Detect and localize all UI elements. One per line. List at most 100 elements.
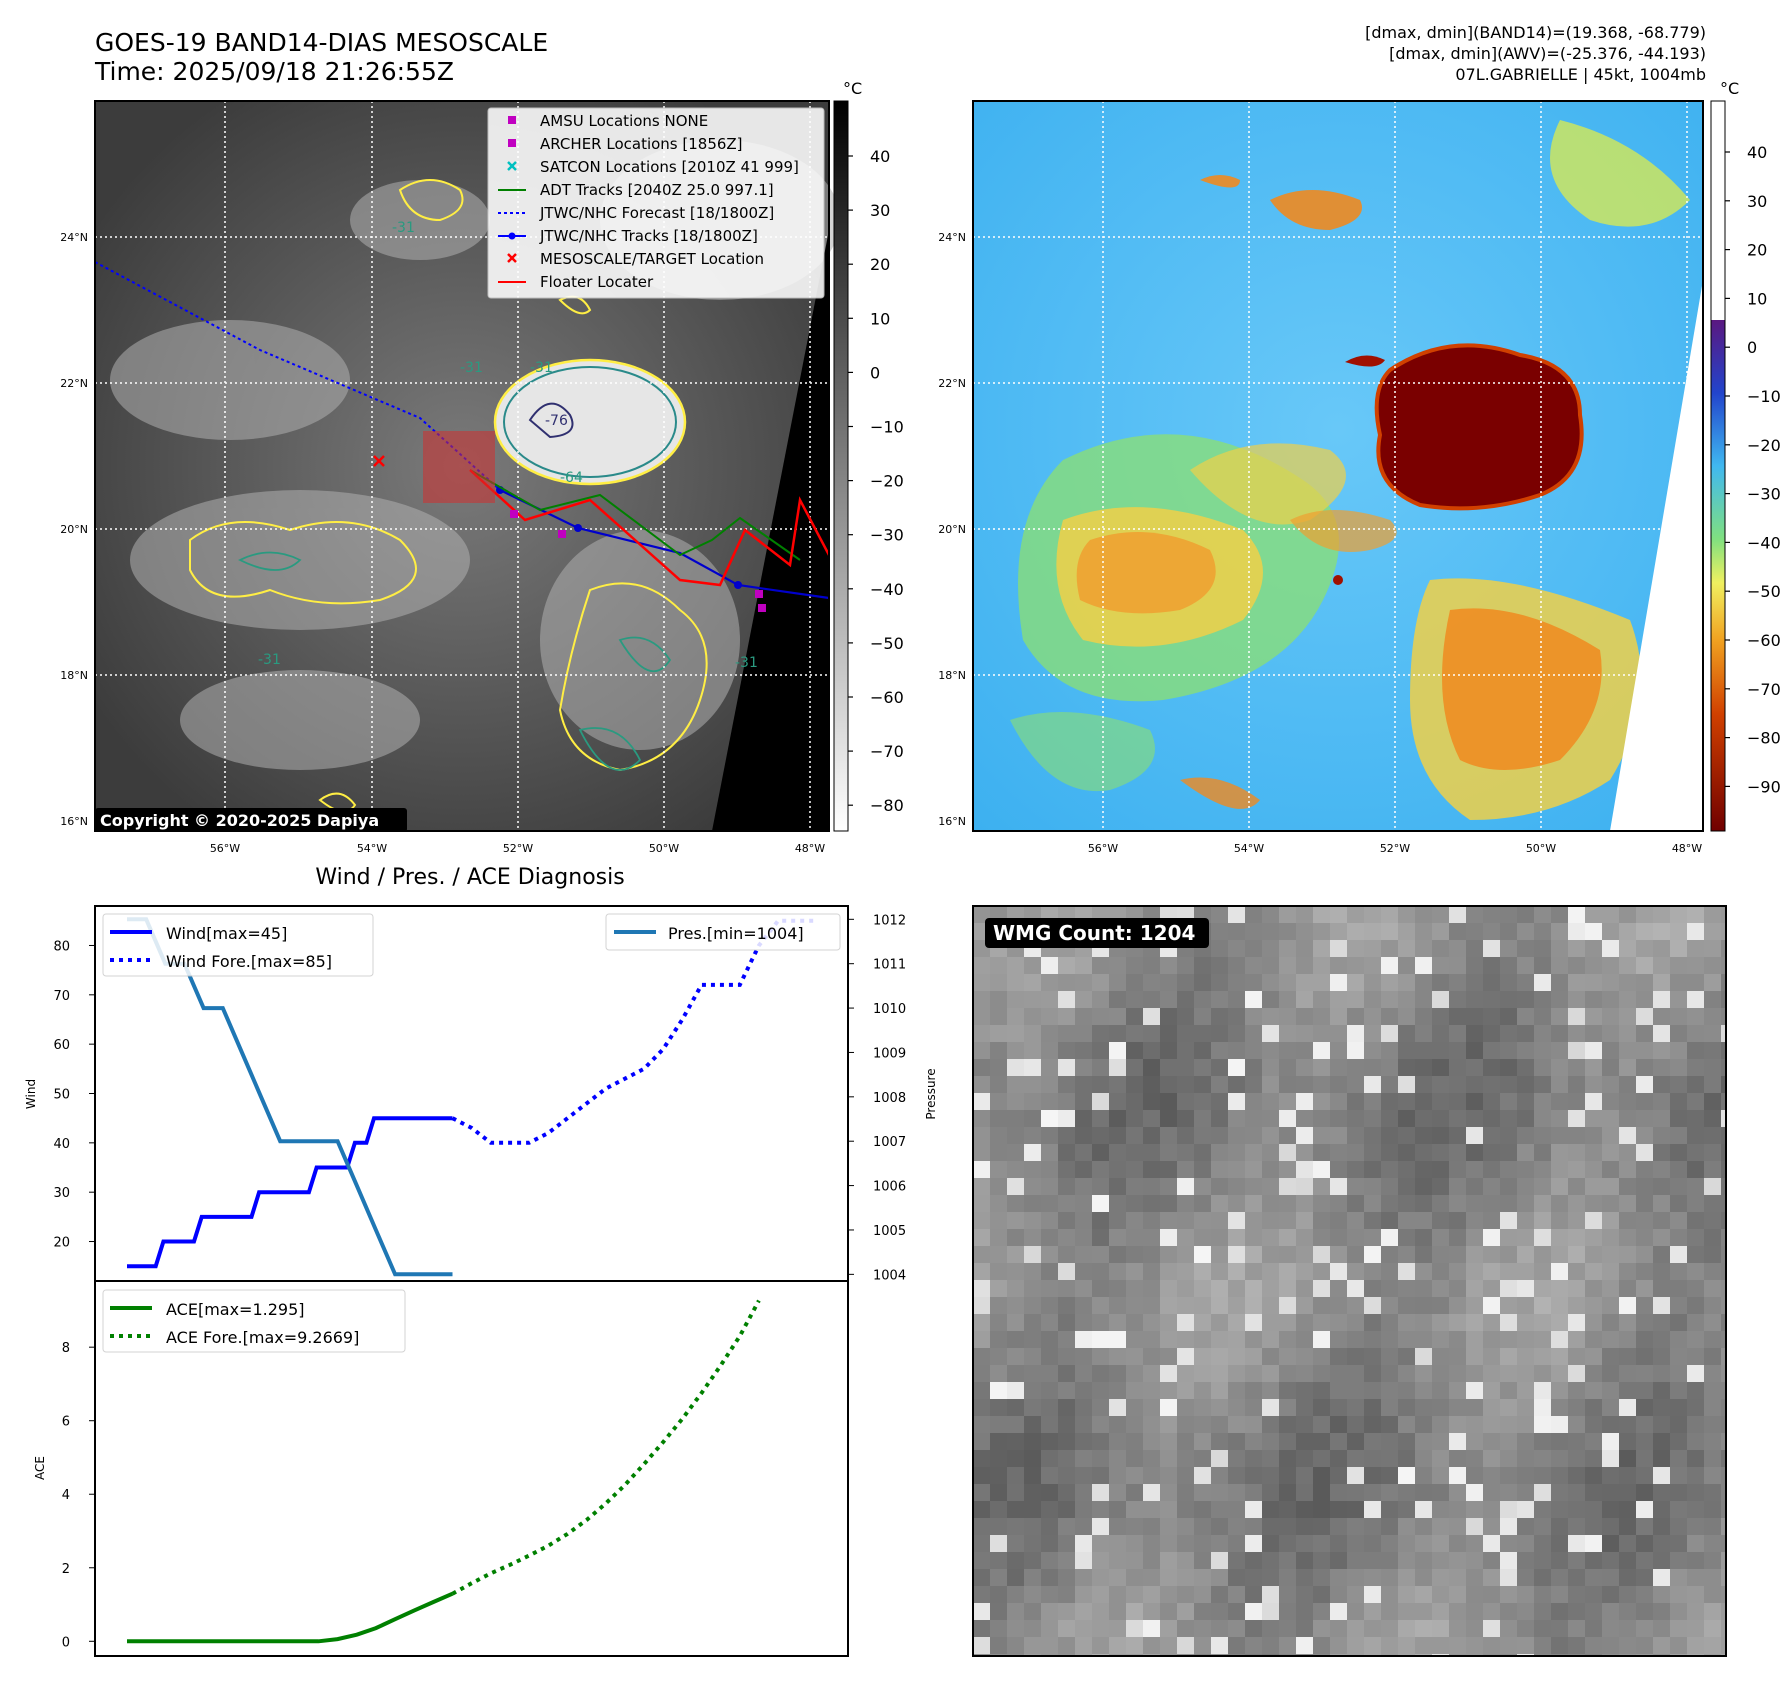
ir-lat-label: 16°N: [60, 815, 88, 828]
wmg-cell: [1245, 1212, 1262, 1229]
wmg-cell: [1398, 1331, 1415, 1348]
ir-colorbar-label: −80: [870, 796, 904, 815]
wmg-cell: [1075, 1382, 1092, 1399]
wmg-cell: [1551, 1212, 1568, 1229]
legend-satcon: SATCON Locations [2010Z 41 999]: [540, 158, 799, 176]
wmg-cell: [1398, 1110, 1415, 1127]
wmg-cell: [1449, 1535, 1466, 1552]
wmg-cell: [1517, 1195, 1534, 1212]
wmg-cell: [1551, 1382, 1568, 1399]
wmg-cell: [1007, 1399, 1024, 1416]
wmg-cell: [1007, 1637, 1024, 1654]
wmg-cell: [1058, 1093, 1075, 1110]
wmg-cell: [1347, 1586, 1364, 1603]
wmg-cell: [1279, 1314, 1296, 1331]
wmg-cell: [1449, 1484, 1466, 1501]
wmg-cell: [1211, 1586, 1228, 1603]
wmg-cell: [1245, 906, 1262, 923]
wmg-cell: [1007, 1314, 1024, 1331]
wmg-cell: [1466, 1093, 1483, 1110]
wmg-cell: [1228, 1416, 1245, 1433]
wmg-cell: [990, 1450, 1007, 1467]
wmg-cell: [1279, 1433, 1296, 1450]
wmg-cell: [1551, 1637, 1568, 1654]
wmg-cell: [1534, 1076, 1551, 1093]
wmg-cell: [1245, 1314, 1262, 1331]
wmg-cell: [1534, 991, 1551, 1008]
wmg-cell: [1075, 1076, 1092, 1093]
wmg-cell: [1262, 1552, 1279, 1569]
wmg-cell: [1636, 1263, 1653, 1280]
wmg-cell: [1211, 1535, 1228, 1552]
wmg-cell: [1228, 1246, 1245, 1263]
wmg-cell: [1228, 1433, 1245, 1450]
wmg-cell: [1228, 1450, 1245, 1467]
wmg-cell: [1143, 1297, 1160, 1314]
wmg-cell: [1313, 1518, 1330, 1535]
wmg-cell: [973, 1484, 990, 1501]
wmg-cell: [1602, 1365, 1619, 1382]
wmg-cell: [1449, 1552, 1466, 1569]
wmg-cell: [1381, 991, 1398, 1008]
wmg-cell: [1143, 1552, 1160, 1569]
wmg-cell: [1058, 1518, 1075, 1535]
wmg-cell: [973, 1365, 990, 1382]
wmg-cell: [1347, 1569, 1364, 1586]
wmg-cell: [1636, 1433, 1653, 1450]
wmg-cell: [1211, 906, 1228, 923]
wmg-cell: [1211, 1433, 1228, 1450]
wmg-cell: [1619, 1025, 1636, 1042]
wmg-cell: [1007, 1076, 1024, 1093]
wmg-cell: [1432, 1416, 1449, 1433]
wmg-cell: [1211, 1144, 1228, 1161]
wmg-cell: [1398, 1416, 1415, 1433]
wmg-cell: [1313, 1569, 1330, 1586]
wmg-cell: [1721, 1195, 1726, 1212]
wmg-cell: [1092, 1042, 1109, 1059]
wmg-cell: [1313, 1008, 1330, 1025]
wmg-cell: [1670, 1263, 1687, 1280]
wmg-cell: [1160, 1110, 1177, 1127]
wmg-cell: [1160, 1042, 1177, 1059]
wmg-cell: [1517, 1552, 1534, 1569]
pressure-legend: Pres.[min=1004]: [605, 913, 841, 951]
wmg-cell: [1211, 957, 1228, 974]
wmg-cell: [1432, 1467, 1449, 1484]
wmg-cell: [1449, 1637, 1466, 1654]
wmg-cell: [1381, 940, 1398, 957]
wmg-cell: [1109, 1433, 1126, 1450]
wmg-cell: [1670, 991, 1687, 1008]
wmg-cell: [1177, 1450, 1194, 1467]
wmg-cell: [1432, 1637, 1449, 1654]
wmg-cell: [1075, 1127, 1092, 1144]
wmg-cell: [1568, 1399, 1585, 1416]
wmg-cell: [1160, 1093, 1177, 1110]
wmg-cell: [1024, 1297, 1041, 1314]
wmg-cell: [1211, 923, 1228, 940]
wmg-cell: [1126, 1433, 1143, 1450]
wmg-cell: [1330, 940, 1347, 957]
wmg-cell: [1432, 1433, 1449, 1450]
wmg-cell: [1534, 1212, 1551, 1229]
wmg-cell: [1126, 1348, 1143, 1365]
wmg-cell: [1517, 1263, 1534, 1280]
wmg-cell: [1398, 1195, 1415, 1212]
jtwc-track: [499, 489, 830, 600]
wmg-cell: [1211, 1178, 1228, 1195]
wmg-cell: [1466, 1246, 1483, 1263]
wmg-cell: [1551, 974, 1568, 991]
wmg-cell: [1670, 1127, 1687, 1144]
wmg-cell: [1432, 1042, 1449, 1059]
legend-wind: Wind[max=45]: [166, 924, 287, 943]
wmg-cell: [1092, 1331, 1109, 1348]
wmg-cell: [1109, 1348, 1126, 1365]
wmg-cell: [1432, 1110, 1449, 1127]
wmg-cell: [1534, 1620, 1551, 1637]
wmg-cell: [1568, 1127, 1585, 1144]
wmg-cell: [1398, 1637, 1415, 1654]
wmg-cell: [1262, 1348, 1279, 1365]
wmg-cell: [990, 1110, 1007, 1127]
legend-floater: Floater Locater: [540, 273, 654, 291]
wmg-cell: [973, 1178, 990, 1195]
